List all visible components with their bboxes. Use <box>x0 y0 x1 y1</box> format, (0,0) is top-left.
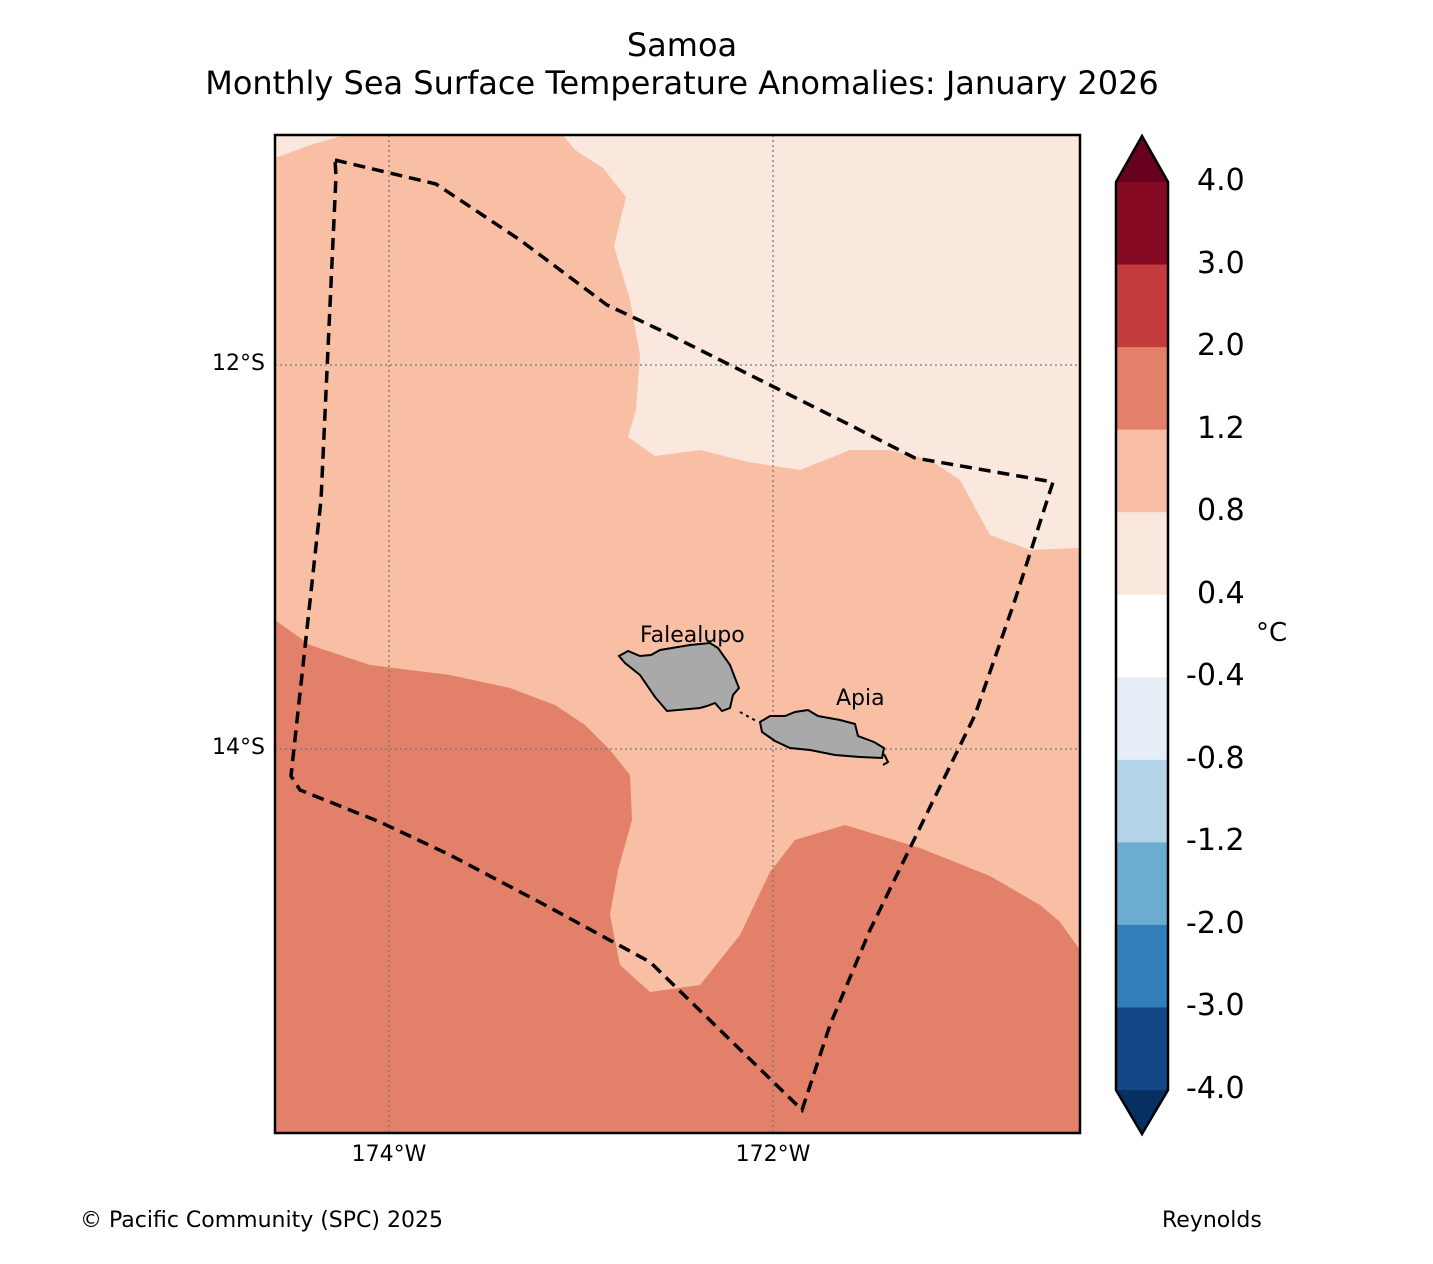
savaii-island <box>617 641 741 713</box>
map-title: Samoa <box>626 26 738 64</box>
data-source-text: Reynolds <box>1162 1208 1262 1233</box>
upolu-island <box>758 708 886 760</box>
colorbar-bin <box>1116 842 1168 926</box>
colorbar-tick-label: 0.8 <box>1197 493 1245 529</box>
colorbar-bin <box>1116 677 1168 761</box>
colorbar-bin <box>1116 759 1168 843</box>
colorbar-bin <box>1116 347 1168 431</box>
lon-label-174w: 174°W <box>351 1142 427 1167</box>
colorbar-unit-label: °C <box>1256 618 1288 648</box>
colorbar-bin <box>1116 182 1168 266</box>
colorbar <box>1114 133 1170 1137</box>
colorbar-tick-label: -0.8 <box>1186 740 1245 776</box>
colorbar-extend-max <box>1116 136 1168 182</box>
copyright-text: © Pacific Community (SPC) 2025 <box>80 1208 443 1233</box>
map-frame <box>273 133 1082 1135</box>
colorbar-bin <box>1116 429 1168 513</box>
colorbar-tick-label: 2.0 <box>1197 328 1245 364</box>
colorbar-bin <box>1116 1007 1168 1091</box>
colorbar-bin <box>1116 512 1168 596</box>
colorbar-extend-min <box>1116 1090 1168 1134</box>
anomaly-field-0.4-0.8 <box>563 135 1080 550</box>
colorbar-bin <box>1116 264 1168 348</box>
colorbar-tick-label: -3.0 <box>1186 988 1245 1024</box>
colorbar-tick-label: -1.2 <box>1186 823 1245 859</box>
place-label-falealupo: Falealupo <box>640 623 745 648</box>
lat-label-12s: 12°S <box>212 351 265 376</box>
colorbar-tick-label: 1.2 <box>1197 410 1245 446</box>
colorbar-bin <box>1116 594 1168 678</box>
map-subtitle: Monthly Sea Surface Temperature Anomalie… <box>205 64 1159 102</box>
eez-boundary <box>289 158 1056 1114</box>
graticule <box>275 135 1080 1133</box>
colorbar-bin <box>1116 924 1168 1008</box>
anomaly-field-0.4-0.8-corner <box>275 135 345 158</box>
colorbar-tick-label: 4.0 <box>1197 163 1245 198</box>
colorbar-tick-label: -4.0 <box>1186 1071 1245 1106</box>
colorbar-tick-label: -0.4 <box>1186 658 1245 694</box>
lon-label-172w: 172°W <box>735 1142 811 1167</box>
colorbar-tick-label: 0.4 <box>1197 575 1245 611</box>
colorbar-outline <box>1114 133 1170 1137</box>
colorbar-tick-label: -2.0 <box>1186 905 1245 941</box>
colorbar-tick-label: 3.0 <box>1197 245 1245 281</box>
eastern-islet <box>882 753 890 766</box>
anomaly-field-1.2-2.0 <box>275 620 1080 1133</box>
lat-label-14s: 14°S <box>212 735 265 760</box>
place-label-apia: Apia <box>836 686 885 711</box>
